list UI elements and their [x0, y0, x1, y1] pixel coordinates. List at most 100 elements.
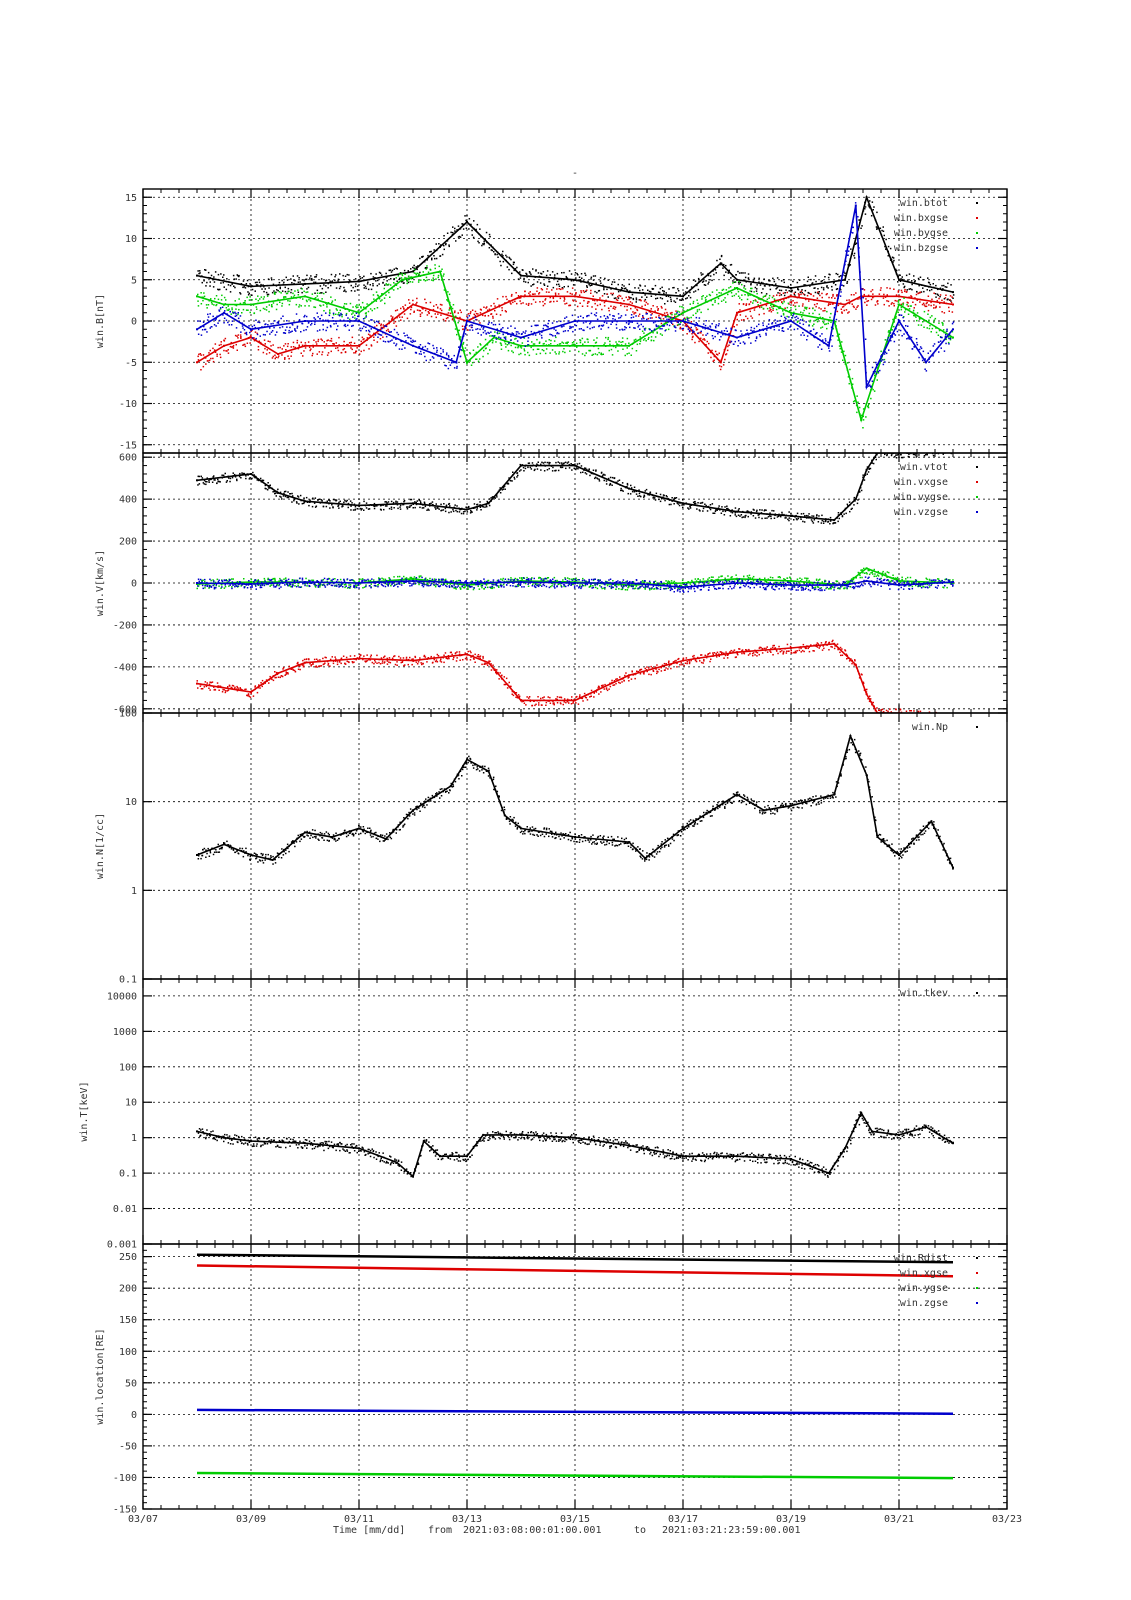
- data-point: [736, 278, 738, 281]
- data-scatter-dot: [426, 267, 428, 269]
- data-scatter-dot: [772, 307, 774, 310]
- data-scatter-dot: [255, 319, 257, 321]
- data-scatter-dot: [862, 419, 865, 421]
- data-scatter-dot: [621, 284, 624, 286]
- data-scatter-dot: [793, 311, 795, 314]
- data-scatter-dot: [725, 353, 728, 355]
- data-point: [250, 328, 252, 331]
- data-scatter-dot: [347, 324, 349, 327]
- data-scatter-dot: [609, 482, 612, 485]
- data-scatter-dot: [903, 285, 906, 288]
- data-scatter-dot: [325, 302, 327, 304]
- data-scatter-dot: [760, 306, 763, 308]
- data-scatter-dot: [561, 287, 564, 289]
- data-scatter-dot: [567, 344, 570, 347]
- data-point: [952, 303, 954, 306]
- data-scatter-dot: [371, 504, 373, 506]
- data-scatter-dot: [695, 284, 697, 286]
- data-scatter-dot: [589, 474, 591, 477]
- data-scatter-dot: [253, 324, 256, 327]
- data-scatter-dot: [932, 353, 934, 356]
- data-scatter-dot: [734, 512, 736, 514]
- data-scatter-dot: [611, 294, 614, 296]
- data-scatter-dot: [502, 260, 505, 263]
- data-scatter-dot: [745, 281, 747, 283]
- data-scatter-dot: [414, 506, 416, 509]
- data-scatter-dot: [527, 337, 530, 339]
- data-scatter-dot: [305, 291, 307, 294]
- data-scatter-dot: [424, 345, 427, 348]
- data-scatter-dot: [619, 302, 622, 304]
- data-scatter-dot: [265, 488, 267, 490]
- data-scatter-dot: [454, 311, 456, 314]
- data-scatter-dot: [696, 309, 699, 311]
- data-scatter-dot: [430, 502, 432, 505]
- data-scatter-dot: [514, 346, 517, 349]
- data-scatter-dot: [656, 331, 658, 333]
- data-scatter-dot: [335, 281, 337, 284]
- data-scatter-dot: [442, 318, 445, 321]
- data-scatter-dot: [772, 305, 775, 307]
- data-scatter-dot: [857, 401, 859, 403]
- data-scatter-dot: [870, 298, 873, 301]
- data-scatter-dot: [272, 302, 275, 304]
- data-scatter-dot: [437, 271, 440, 273]
- data-scatter-dot: [296, 275, 299, 277]
- data-scatter-dot: [787, 518, 789, 521]
- data-point: [952, 291, 954, 294]
- data-point: [790, 514, 792, 517]
- data-scatter-dot: [559, 288, 562, 291]
- data-scatter-dot: [744, 294, 746, 296]
- data-scatter-dot: [222, 474, 225, 477]
- data-scatter-dot: [215, 318, 217, 320]
- data-scatter-dot: [291, 282, 293, 284]
- data-scatter-dot: [714, 299, 716, 302]
- data-scatter-dot: [207, 316, 210, 318]
- data-scatter-dot: [588, 301, 590, 303]
- data-scatter-dot: [321, 298, 323, 300]
- data-scatter-dot: [713, 512, 715, 514]
- data-scatter-dot: [197, 293, 199, 296]
- data-scatter-dot: [368, 304, 370, 306]
- data-scatter-dot: [611, 484, 613, 486]
- data-scatter-dot: [613, 305, 615, 308]
- data-scatter-dot: [712, 304, 714, 306]
- data-scatter-dot: [434, 352, 436, 355]
- data-scatter-dot: [329, 309, 331, 311]
- data-scatter-dot: [662, 290, 664, 292]
- data-scatter-dot: [632, 489, 635, 491]
- data-scatter-dot: [710, 351, 712, 353]
- data-scatter-dot: [623, 285, 625, 287]
- data-scatter-dot: [647, 289, 649, 291]
- data-scatter-dot: [686, 325, 688, 328]
- data-scatter-dot: [206, 281, 208, 284]
- data-scatter-dot: [720, 254, 723, 257]
- data-scatter-dot: [899, 320, 901, 322]
- data-scatter-dot: [729, 515, 732, 517]
- data-scatter-dot: [391, 339, 393, 341]
- data-scatter-dot: [886, 300, 888, 302]
- data-scatter-dot: [843, 309, 845, 312]
- data-scatter-dot: [530, 273, 532, 276]
- series-win-btot: [196, 194, 955, 305]
- data-scatter-dot: [284, 290, 287, 293]
- data-scatter-dot: [844, 272, 846, 274]
- data-scatter-dot: [539, 352, 542, 355]
- data-scatter-dot: [929, 289, 931, 292]
- data-scatter-dot: [563, 300, 565, 302]
- data-scatter-dot: [336, 347, 339, 349]
- data-scatter-dot: [244, 303, 246, 305]
- data-scatter-dot: [749, 310, 751, 313]
- data-scatter-dot: [828, 347, 830, 349]
- data-scatter-dot: [829, 303, 831, 305]
- data-scatter-dot: [720, 365, 723, 368]
- data-scatter-dot: [677, 321, 679, 324]
- data-scatter-dot: [945, 302, 948, 305]
- data-scatter-dot: [356, 508, 359, 510]
- data-scatter-dot: [492, 317, 494, 319]
- data-scatter-dot: [859, 297, 861, 300]
- data-scatter-dot: [809, 321, 811, 323]
- data-scatter-dot: [701, 281, 704, 283]
- data-scatter-dot: [781, 511, 783, 514]
- data-scatter-dot: [906, 289, 908, 291]
